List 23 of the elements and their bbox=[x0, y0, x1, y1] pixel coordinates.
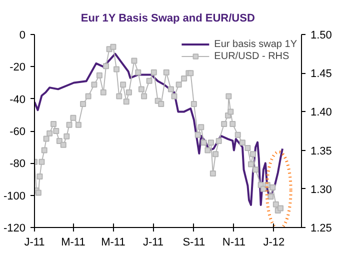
x-tick-label: M-11 bbox=[101, 236, 126, 248]
y2-tick-label: 1.30 bbox=[310, 184, 332, 196]
x-tick-label: J-11 bbox=[142, 236, 164, 248]
x-tick-label: N-11 bbox=[222, 236, 246, 248]
y-tick-label: -40 bbox=[10, 94, 26, 106]
x-tick-label: J-12 bbox=[263, 236, 285, 248]
y2-tick-label: 1.40 bbox=[310, 106, 332, 119]
y2-tick-label: 1.35 bbox=[310, 145, 332, 158]
x-tick-label: S-11 bbox=[182, 236, 206, 248]
y-tick-label: -120 bbox=[3, 222, 26, 234]
y2-tick-label: 1.45 bbox=[310, 68, 332, 80]
y-tick-label: -100 bbox=[3, 190, 26, 202]
y-tick-label: -80 bbox=[10, 158, 26, 170]
legend-label: Eur basis swap 1Y bbox=[214, 38, 297, 50]
y-tick-label: -60 bbox=[10, 126, 26, 138]
chart-title: Eur 1Y Basis Swap and EUR/USD bbox=[80, 12, 255, 24]
y-tick-label: -20 bbox=[10, 62, 26, 74]
y2-tick-label: 1.50 bbox=[310, 30, 332, 42]
x-tick-label: J-11 bbox=[24, 236, 45, 248]
x-tick-label: M-11 bbox=[61, 236, 86, 248]
legend-label: EUR/USD - RHS bbox=[214, 50, 290, 62]
y-tick-label: 0 bbox=[19, 30, 26, 42]
y2-tick-label: 1.25 bbox=[310, 222, 332, 234]
